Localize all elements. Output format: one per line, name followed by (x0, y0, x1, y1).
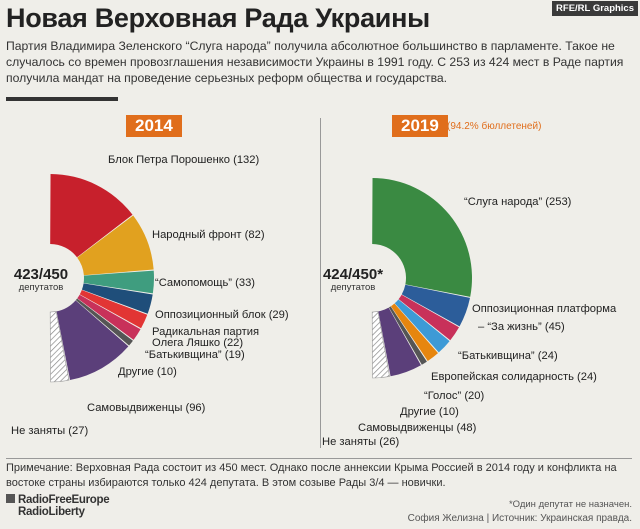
donut-2014-slice-0 (50, 174, 133, 258)
donut-2014-slice-4 (79, 290, 148, 329)
donut-2014-slice-8 (49, 311, 70, 383)
donut-2014-label-2: “Самопомощь” (33) (155, 277, 255, 289)
source-badge: RFE/RL Graphics (552, 1, 638, 16)
donut-2014-slice-7 (56, 300, 129, 381)
footer-note: Примечание: Верховная Рада состоит из 45… (6, 462, 617, 489)
donut-2014-label-8: Не заняты (27) (11, 425, 88, 437)
donut-2014-label-6: Другие (10) (118, 366, 177, 378)
chart-divider (320, 118, 321, 448)
donut-2019-slice-4 (390, 303, 439, 362)
year-label-2014: 2014 (126, 115, 182, 137)
donut-2019-label-1-line-0: Оппозиционная платформа (472, 303, 617, 315)
page-title: Новая Верховная Рада Украины (6, 3, 430, 33)
donut-2014-slice-5 (77, 294, 141, 340)
donut-2019-slice-5 (388, 306, 427, 365)
total-2014-value: 423/450 (13, 266, 69, 283)
donut-2019-label-7: Не заняты (26) (322, 436, 399, 448)
total-2014: 423/450 депутатов (0, 266, 83, 293)
total-2019: 424/450* депутатов (311, 266, 395, 293)
donut-2014-label-7: Самовыдвиженцы (96) (87, 402, 206, 414)
donut-2019-label-5: Другие (10) (400, 406, 459, 418)
donut-2014-label-4-line-1: Олега Ляшко (22) (152, 337, 243, 349)
year-label-2019: 2019 (392, 115, 448, 137)
footer-divider (6, 458, 632, 459)
donut-2014-label-1: Народный фронт (82) (152, 229, 265, 241)
donut-2014-label-4-line-0: Радикальная партия (152, 326, 259, 338)
donut-2019-label-2: “Батькивщина” (24) (458, 350, 558, 362)
logo-mark-icon (6, 494, 15, 503)
logo-line-1: RadioFreeEurope (18, 494, 110, 506)
donut-2014-slice-3 (81, 283, 153, 314)
donut-2019-slice-0 (372, 178, 473, 297)
donut-2014-slice-1 (77, 215, 154, 276)
donut-2014: Блок Петра Порошенко (132) Народный фронт… (11, 154, 289, 437)
credit-line: София Желизна | Источник: Украинская пра… (407, 513, 632, 524)
rferl-logo: RadioFreeEurope RadioLiberty (6, 494, 110, 518)
donut-2014-slice-2 (83, 270, 154, 294)
year-note-2019: (94.2% бюллетеней) (447, 121, 542, 132)
donut-2019-slice-1 (401, 284, 470, 327)
lead-paragraph: Партия Владимира Зеленского “Слуга народ… (6, 39, 624, 85)
donut-2019-label-6: Самовыдвиженцы (48) (358, 422, 477, 434)
donut-2019-slice-2 (398, 294, 460, 341)
donut-2014-label-3: Оппозиционный блок (29) (155, 309, 289, 321)
logo-line-2: RadioLiberty (18, 506, 85, 518)
total-2019-sublabel: депутатов (330, 282, 376, 293)
donut-2014-slice-6 (75, 298, 133, 346)
donut-2019-slice-6 (378, 307, 421, 377)
donut-2019-label-3: Европейская солидарность (24) (431, 371, 597, 383)
donut-2019: “Слуга народа” (253) Оппозиционная платфо… (322, 178, 617, 448)
donut-2019-label-1-line-1: – “За жизнь” (45) (478, 321, 565, 333)
total-2014-sublabel: депутатов (18, 282, 64, 293)
footnote: *Один депутат не назначен. (508, 499, 632, 510)
donut-2019-label-0: “Слуга народа” (253) (464, 196, 572, 208)
total-2019-value: 424/450* (322, 266, 384, 283)
donut-2019-slice-3 (394, 299, 450, 353)
donut-2019-label-4: “Голос” (20) (424, 390, 484, 402)
title-rule (6, 97, 118, 101)
donut-2014-label-0: Блок Петра Порошенко (132) (108, 154, 259, 166)
donut-2014-label-5: “Батькивщина” (19) (145, 349, 245, 361)
donut-2019-slice-7 (371, 311, 390, 379)
